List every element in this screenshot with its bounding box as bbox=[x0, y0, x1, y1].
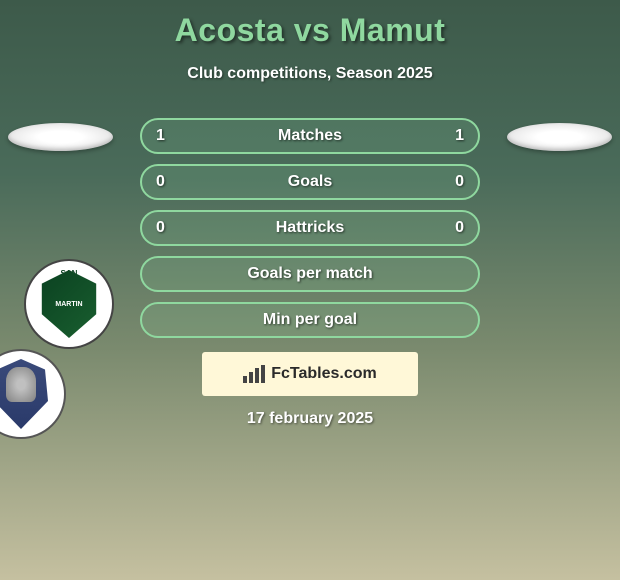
stat-label: Min per goal bbox=[263, 311, 357, 329]
stat-row-matches: 1 Matches 1 bbox=[140, 118, 480, 154]
stat-label: Goals bbox=[288, 173, 332, 191]
team-left-shield-text: MARTIN bbox=[55, 301, 82, 308]
stat-right-value: 0 bbox=[455, 219, 464, 237]
stat-label: Matches bbox=[278, 127, 342, 145]
stat-left-value: 0 bbox=[156, 173, 165, 191]
stat-label: Hattricks bbox=[276, 219, 344, 237]
stat-left-value: 0 bbox=[156, 219, 165, 237]
bar-chart-icon bbox=[243, 365, 265, 383]
stat-row-hattricks: 0 Hattricks 0 bbox=[140, 210, 480, 246]
branding-text: FcTables.com bbox=[271, 365, 377, 383]
page-title: Acosta vs Mamut bbox=[0, 0, 620, 49]
team-logo-left: SAN MARTIN bbox=[24, 259, 114, 349]
subtitle: Club competitions, Season 2025 bbox=[0, 65, 620, 83]
player-avatar-left bbox=[8, 123, 113, 151]
stat-row-goals: 0 Goals 0 bbox=[140, 164, 480, 200]
stat-row-min-per-goal: Min per goal bbox=[140, 302, 480, 338]
player-avatar-right bbox=[507, 123, 612, 151]
stat-row-goals-per-match: Goals per match bbox=[140, 256, 480, 292]
knight-icon bbox=[6, 367, 36, 402]
team-left-shield: MARTIN bbox=[35, 270, 103, 338]
stats-container: 1 Matches 1 0 Goals 0 0 Hattricks 0 Goal… bbox=[140, 118, 480, 348]
stat-right-value: 0 bbox=[455, 173, 464, 191]
stat-label: Goals per match bbox=[247, 265, 372, 283]
stat-right-value: 1 bbox=[455, 127, 464, 145]
stat-left-value: 1 bbox=[156, 127, 165, 145]
date-text: 17 february 2025 bbox=[0, 410, 620, 428]
branding-box[interactable]: FcTables.com bbox=[202, 352, 418, 396]
